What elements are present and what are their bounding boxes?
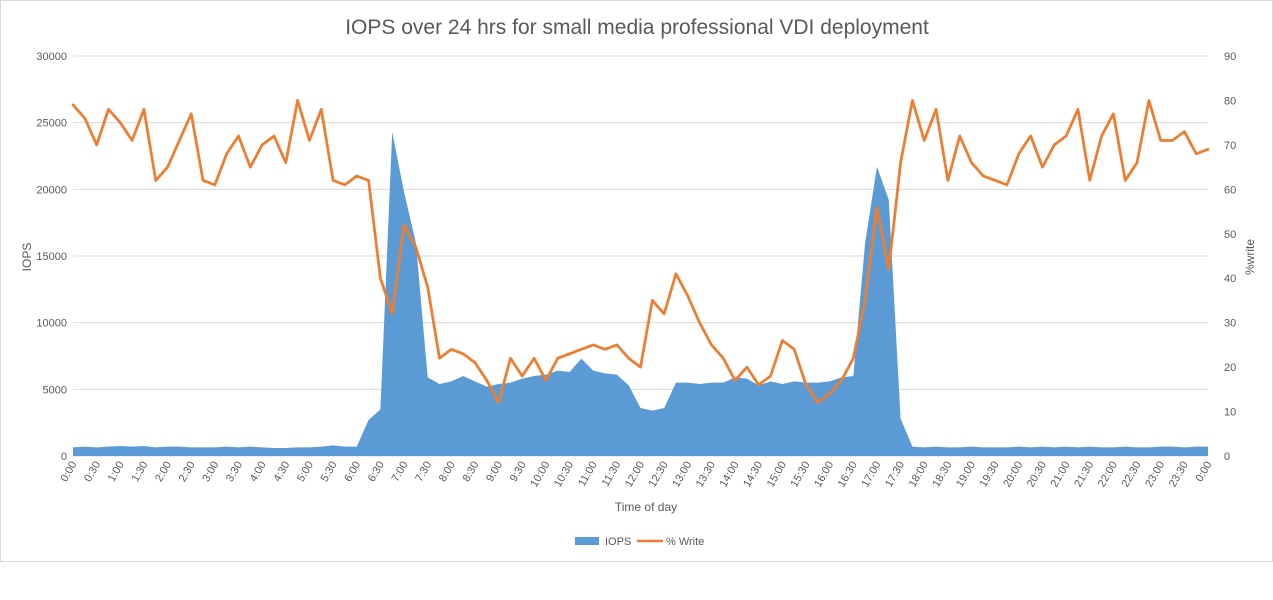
x-tick-label: 2:30	[177, 460, 198, 485]
legend-label-iops: IOPS	[605, 536, 631, 548]
x-tick-label: 8:00	[437, 460, 458, 485]
x-tick-label: 4:30	[271, 460, 292, 485]
left-tick-label: 0	[61, 451, 67, 463]
x-tick-label: 10:30	[552, 460, 576, 490]
x-tick-label: 8:30	[460, 460, 481, 485]
x-tick-label: 22:30	[1120, 460, 1144, 490]
x-tick-label: 5:30	[319, 460, 340, 485]
right-tick-label: 50	[1224, 229, 1236, 241]
x-axis-ticks: 0:00 0:30 1:00 1:30 2:00 2:30 3:00 3:30 4:00 4:30…	[58, 460, 1214, 490]
x-tick-label: 14:30	[741, 460, 765, 490]
x-tick-label: 6:30	[366, 460, 387, 485]
x-tick-label: 9:00	[484, 460, 505, 485]
chart: IOPS over 24 hrs for small media profess…	[20, 16, 1257, 548]
x-tick-label: 21:00	[1049, 460, 1073, 490]
x-tick-label: 11:00	[576, 460, 600, 489]
x-tick-label: 15:00	[765, 460, 789, 490]
x-tick-label: 18:30	[930, 460, 954, 490]
left-tick-label: 10000	[36, 318, 67, 330]
x-tick-label: 17:00	[859, 460, 883, 490]
legend: IOPS % Write	[575, 536, 704, 548]
left-tick-label: 25000	[36, 118, 67, 130]
x-tick-label: 3:30	[224, 460, 245, 485]
x-tick-label: 23:30	[1167, 460, 1191, 490]
x-tick-label: 0:00	[58, 460, 79, 485]
x-tick-label: 22:00	[1096, 460, 1120, 490]
x-tick-label: 7:00	[390, 460, 411, 485]
right-tick-label: 0	[1224, 451, 1230, 463]
x-tick-label: 13:30	[694, 460, 718, 490]
x-tick-label: 19:30	[978, 460, 1002, 490]
x-tick-label: 7:30	[413, 460, 434, 485]
right-tick-label: 90	[1224, 51, 1236, 63]
x-tick-label: 5:00	[295, 460, 316, 485]
left-tick-label: 20000	[36, 184, 67, 196]
x-tick-label: 1:30	[129, 460, 150, 485]
write-line	[71, 99, 1210, 405]
gridlines	[73, 55, 1208, 457]
legend-swatch-iops	[575, 537, 599, 545]
right-tick-label: 30	[1224, 318, 1236, 330]
right-tick-label: 60	[1224, 184, 1236, 196]
x-tick-label: 17:30	[883, 460, 907, 490]
x-tick-label: 6:00	[342, 460, 363, 485]
x-tick-label: 11:30	[600, 460, 624, 489]
x-tick-label: 16:00	[812, 460, 836, 490]
x-tick-label: 21:30	[1072, 460, 1096, 490]
right-tick-label: 40	[1224, 273, 1236, 285]
legend-label-write: % Write	[666, 536, 704, 548]
left-tick-label: 15000	[36, 251, 67, 263]
right-tick-label: 20	[1224, 362, 1236, 374]
right-tick-label: 70	[1224, 140, 1236, 152]
x-tick-label: 13:00	[670, 460, 694, 490]
right-axis-ticks: 0 10 20 30 40 50 60 70 80 90	[1224, 51, 1236, 463]
x-tick-label: 12:00	[623, 460, 647, 490]
x-tick-label: 16:30	[836, 460, 860, 490]
x-tick-label: 15:30	[788, 460, 812, 490]
x-tick-label: 20:30	[1025, 460, 1049, 490]
x-tick-label: 3:00	[200, 460, 221, 485]
x-tick-label: 23:00	[1143, 460, 1167, 490]
x-axis-title: Time of day	[615, 500, 677, 514]
x-tick-label: 4:00	[248, 460, 269, 485]
right-axis-title: %write	[1243, 239, 1257, 275]
right-tick-label: 80	[1224, 95, 1236, 107]
x-tick-label: 20:00	[1001, 460, 1025, 490]
x-tick-label: 0:30	[82, 460, 103, 485]
x-tick-label: 19:00	[954, 460, 978, 490]
left-axis-title: IOPS	[20, 243, 34, 272]
iops-area-series	[73, 132, 1208, 456]
chart-frame: IOPS over 24 hrs for small media profess…	[0, 0, 1273, 562]
x-tick-label: 10:00	[528, 460, 552, 490]
left-tick-label: 30000	[36, 51, 67, 63]
chart-title: IOPS over 24 hrs for small media profess…	[345, 16, 929, 39]
right-tick-label: 10	[1224, 407, 1236, 419]
x-tick-label: 2:00	[153, 460, 174, 485]
x-tick-label: 0:00	[1193, 460, 1214, 485]
x-tick-label: 12:30	[647, 460, 671, 490]
left-tick-label: 5000	[43, 384, 67, 396]
write-line-series	[71, 99, 1210, 405]
iops-area	[73, 132, 1208, 456]
x-tick-label: 1:00	[106, 460, 127, 485]
x-tick-label: 14:00	[718, 460, 742, 490]
x-tick-label: 18:00	[907, 460, 931, 490]
x-tick-label: 9:30	[508, 460, 529, 485]
left-axis-ticks: 0 5000 10000 15000 20000 25000 30000	[36, 51, 67, 463]
